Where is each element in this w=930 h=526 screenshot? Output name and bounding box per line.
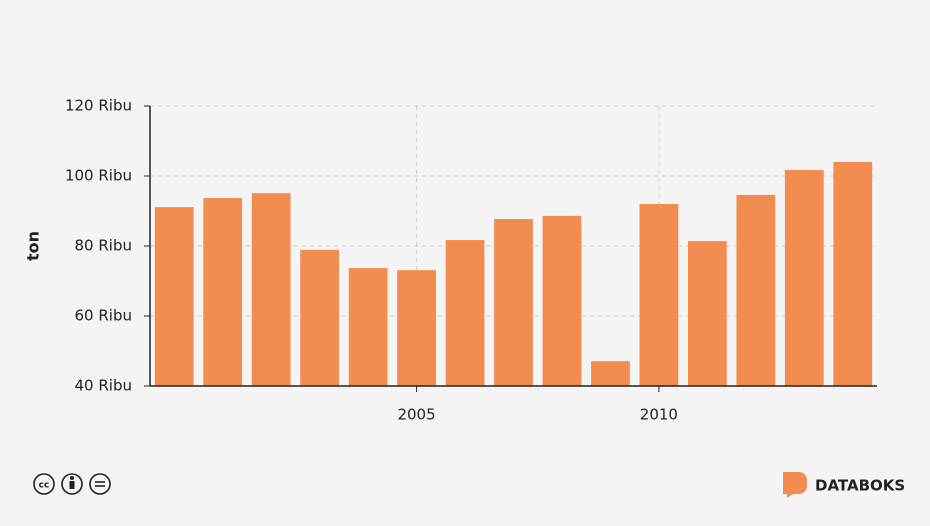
bar [494,219,533,386]
cc-icons: cc [33,473,111,495]
bar [300,249,340,386]
y-tick-label: 120 Ribu [65,97,132,115]
bar [348,268,388,386]
x-tick-label: 2010 [640,406,678,424]
bar [542,215,582,386]
x-tick-label: 2005 [397,406,435,424]
bar [251,193,291,386]
bar [784,170,824,386]
y-tick-label: 100 Ribu [65,167,132,185]
brand: DATABOKS [815,477,905,495]
svg-text:cc: cc [39,481,50,491]
bar [687,241,727,386]
y-tick-label: 40 Ribu [75,377,132,395]
bar [203,198,243,386]
bar [736,194,776,386]
brand-logo [783,472,807,498]
bar [397,270,436,386]
bar [445,240,485,386]
y-axis-label: ton [24,231,43,261]
bar [154,207,194,386]
bar [833,162,873,386]
bar [591,361,630,386]
y-tick-label: 60 Ribu [75,307,132,325]
bar [639,204,679,386]
y-tick-label: 80 Ribu [75,237,132,255]
